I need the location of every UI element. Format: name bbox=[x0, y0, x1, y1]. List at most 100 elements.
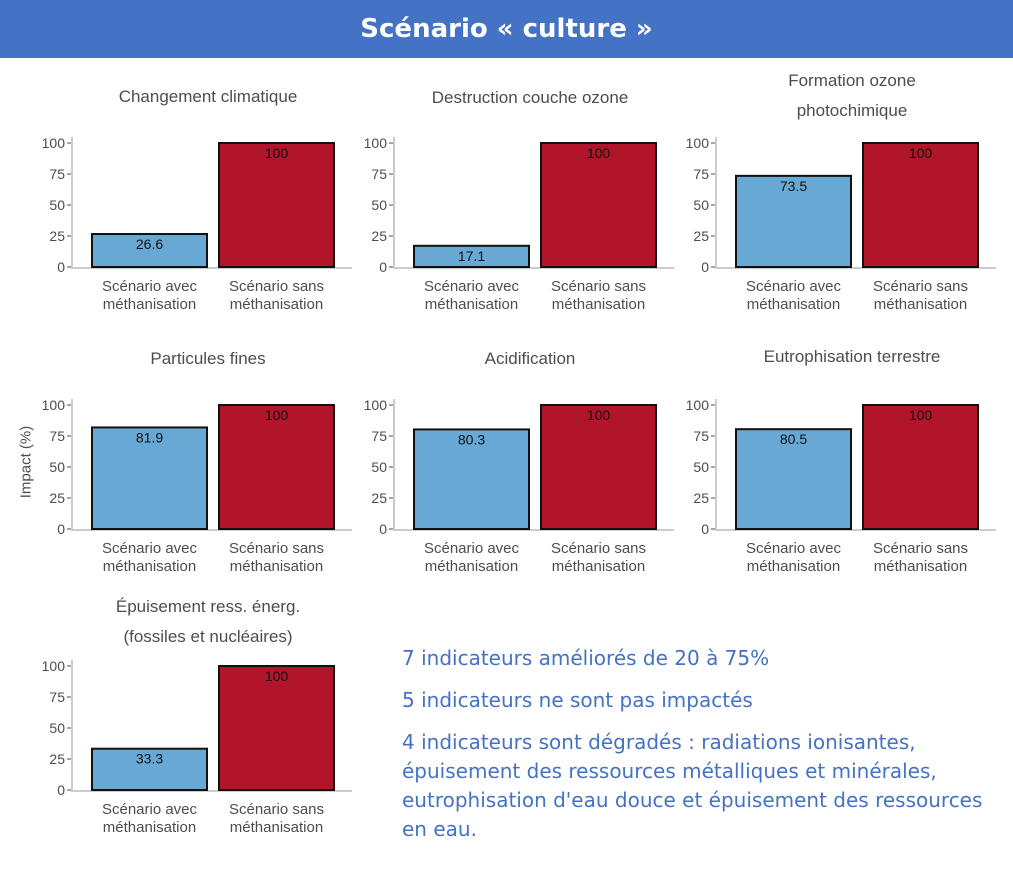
data-label: 81.9 bbox=[136, 429, 163, 445]
x-tick-label: Scénario sans bbox=[873, 278, 968, 295]
chart-title: Acidification bbox=[485, 349, 576, 368]
x-tick-label: méthanisation bbox=[230, 296, 323, 313]
y-tick-label: 25 bbox=[693, 228, 709, 244]
y-tick-label: 25 bbox=[371, 228, 387, 244]
y-tick-label: 50 bbox=[49, 197, 65, 213]
data-label: 100 bbox=[265, 145, 289, 161]
x-tick-label: méthanisation bbox=[103, 558, 196, 575]
x-tick-label: méthanisation bbox=[874, 558, 967, 575]
chart-panel: Formation ozone photochimique 0 25 50 75 100 73… bbox=[686, 71, 996, 313]
y-tick-label: 100 bbox=[364, 135, 388, 151]
data-label: 100 bbox=[909, 407, 933, 423]
notes-panel: 7 indicateurs améliorés de 20 à 75% 5 in… bbox=[402, 644, 1002, 857]
x-tick-label: Scénario avec bbox=[424, 278, 520, 295]
chart-panel: Particules fines 0 25 50 75 100 81.9 Scénario a… bbox=[42, 349, 352, 575]
y-tick-label: 75 bbox=[49, 689, 65, 705]
y-tick-label: 100 bbox=[686, 397, 710, 413]
y-tick-label: 25 bbox=[49, 490, 65, 506]
y-tick-label: 75 bbox=[49, 428, 65, 444]
bar-sans-methanisation bbox=[862, 404, 979, 530]
x-tick-label: Scénario avec bbox=[102, 278, 198, 295]
y-tick-label: 0 bbox=[701, 259, 709, 275]
y-tick-label: 50 bbox=[693, 197, 709, 213]
y-tick-label: 50 bbox=[49, 720, 65, 736]
bar-sans-methanisation bbox=[218, 404, 335, 530]
x-tick-label: Scénario avec bbox=[746, 278, 842, 295]
x-tick-label: Scénario sans bbox=[551, 540, 646, 557]
bar-avec-methanisation bbox=[413, 244, 530, 269]
x-tick-label: Scénario sans bbox=[229, 540, 324, 557]
y-tick-label: 50 bbox=[49, 459, 65, 475]
data-label: 73.5 bbox=[780, 178, 807, 194]
data-label: 100 bbox=[587, 145, 611, 161]
y-tick-label: 100 bbox=[364, 397, 388, 413]
y-tick-label: 100 bbox=[42, 658, 66, 674]
y-tick-label: 0 bbox=[57, 259, 65, 275]
bar-avec-methanisation bbox=[735, 174, 852, 268]
bar-avec-methanisation bbox=[91, 747, 208, 792]
chart-title: Épuisement ress. énerg. bbox=[116, 597, 300, 616]
x-tick-label: Scénario avec bbox=[102, 540, 198, 557]
y-tick-label: 75 bbox=[693, 166, 709, 182]
x-tick-label: méthanisation bbox=[552, 558, 645, 575]
data-label: 26.6 bbox=[136, 236, 163, 252]
x-tick-label: Scénario sans bbox=[551, 278, 646, 295]
y-tick-label: 25 bbox=[49, 751, 65, 767]
title-banner: Scénario « culture » bbox=[0, 0, 1013, 58]
y-tick-label: 75 bbox=[49, 166, 65, 182]
chart-title: Changement climatique bbox=[119, 87, 298, 106]
y-tick-label: 25 bbox=[371, 490, 387, 506]
chart-panel: Acidification 0 25 50 75 100 80.3 Scénario avec… bbox=[364, 349, 674, 575]
y-tick-label: 25 bbox=[49, 228, 65, 244]
y-tick-label: 25 bbox=[693, 490, 709, 506]
bar-sans-methanisation bbox=[540, 142, 657, 268]
y-tick-label: 50 bbox=[371, 197, 387, 213]
chart-panel: Eutrophisation terrestre 0 25 50 75 100 80.5 Sc… bbox=[686, 347, 996, 575]
y-tick-label: 75 bbox=[371, 428, 387, 444]
bar-avec-methanisation bbox=[413, 428, 530, 531]
x-tick-label: méthanisation bbox=[103, 296, 196, 313]
x-tick-label: Scénario avec bbox=[102, 801, 198, 818]
x-tick-label: méthanisation bbox=[874, 296, 967, 313]
y-tick-label: 0 bbox=[379, 521, 387, 537]
note-degraded: 4 indicateurs sont dégradés : radiations… bbox=[402, 730, 983, 841]
x-tick-label: méthanisation bbox=[747, 558, 840, 575]
chart-title: (fossiles et nucléaires) bbox=[123, 627, 292, 646]
x-tick-label: Scénario sans bbox=[873, 540, 968, 557]
y-tick-label: 50 bbox=[371, 459, 387, 475]
y-tick-label: 100 bbox=[42, 397, 66, 413]
y-axis-label: Impact (%) bbox=[17, 425, 35, 499]
data-label: 100 bbox=[909, 145, 933, 161]
page-title: Scénario « culture » bbox=[360, 14, 653, 44]
data-label: 80.3 bbox=[458, 431, 485, 447]
x-tick-label: méthanisation bbox=[747, 296, 840, 313]
y-tick-label: 75 bbox=[371, 166, 387, 182]
x-tick-label: méthanisation bbox=[552, 296, 645, 313]
bar-avec-methanisation bbox=[91, 426, 208, 530]
data-label: 100 bbox=[587, 407, 611, 423]
bar-sans-methanisation bbox=[540, 404, 657, 530]
y-tick-label: 0 bbox=[701, 521, 709, 537]
y-tick-label: 75 bbox=[693, 428, 709, 444]
data-label: 100 bbox=[265, 407, 289, 423]
x-tick-label: Scénario avec bbox=[746, 540, 842, 557]
y-tick-label: 0 bbox=[379, 259, 387, 275]
data-label: 17.1 bbox=[458, 248, 485, 264]
chart-panel: Destruction couche ozone 0 25 50 75 100 17.1 Sc… bbox=[364, 88, 674, 313]
y-tick-label: 100 bbox=[686, 135, 710, 151]
chart-title: Formation ozone bbox=[788, 71, 916, 90]
chart-title: photochimique bbox=[797, 101, 908, 120]
chart-panel: Changement climatique 0 25 50 75 100 26.6 Scéna… bbox=[42, 87, 352, 313]
y-tick-label: 50 bbox=[693, 459, 709, 475]
x-tick-label: Scénario sans bbox=[229, 801, 324, 818]
x-tick-label: méthanisation bbox=[425, 558, 518, 575]
x-tick-label: méthanisation bbox=[230, 558, 323, 575]
x-tick-label: méthanisation bbox=[103, 819, 196, 836]
y-tick-label: 0 bbox=[57, 521, 65, 537]
bar-sans-methanisation bbox=[218, 665, 335, 791]
y-tick-label: 0 bbox=[57, 782, 65, 798]
chart-title: Eutrophisation terrestre bbox=[764, 347, 941, 366]
data-label: 33.3 bbox=[136, 751, 163, 767]
chart-panel: Épuisement ress. énerg. (fossiles et nucl… bbox=[42, 597, 352, 836]
